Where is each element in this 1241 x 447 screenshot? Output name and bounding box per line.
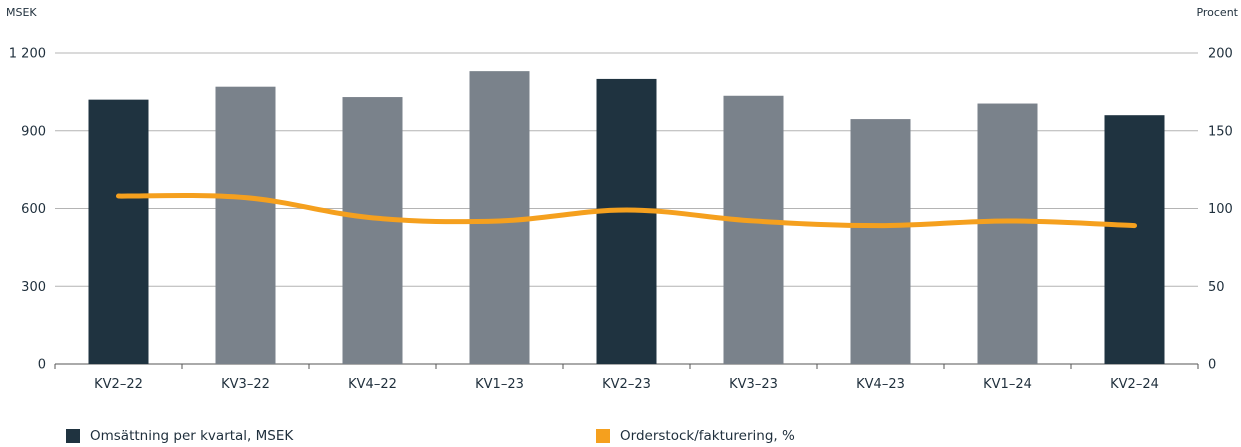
x-axis	[54, 364, 1199, 369]
right-axis-unit: Procent	[1196, 6, 1238, 19]
left-axis-unit: MSEK	[6, 6, 37, 19]
legend-item-revenue: Omsättning per kvartal, MSEK	[66, 428, 293, 444]
line-series	[116, 192, 1137, 229]
left-tick-label: 0	[38, 358, 46, 373]
tick-labels: 0 300 600 900 1 200 0 50 100 150 200 KV2–22 KV3–22 K…	[9, 47, 1233, 393]
bar	[723, 95, 784, 364]
left-tick-label: 900	[21, 124, 46, 139]
bar	[596, 78, 657, 365]
bar-series	[88, 71, 1165, 365]
legend-label-revenue: Omsättning per kvartal, MSEK	[90, 428, 294, 444]
bar	[850, 119, 911, 365]
right-tick-label: 100	[1208, 202, 1233, 217]
x-tick-label: KV2–23	[602, 377, 651, 392]
orderstock-line	[116, 192, 1137, 229]
x-tick-label: KV3–22	[221, 377, 270, 392]
x-tick-label: KV1–24	[983, 377, 1032, 392]
right-tick-label: 150	[1208, 124, 1233, 139]
x-tick-label: KV2–24	[1110, 377, 1159, 392]
x-tick-label: KV4–22	[348, 377, 397, 392]
right-tick-label: 50	[1208, 280, 1225, 295]
bar	[1104, 115, 1165, 364]
legend-swatch-orderstock	[596, 429, 610, 443]
right-tick-label: 0	[1208, 358, 1216, 373]
x-tick-label: KV1–23	[475, 377, 524, 392]
x-tick-label: KV4–23	[856, 377, 905, 392]
legend-item-orderstock: Orderstock/fakturering, %	[596, 428, 795, 444]
left-tick-label: 300	[21, 280, 46, 295]
x-tick-label: KV2–22	[94, 377, 143, 392]
bar	[215, 86, 276, 365]
x-tick-label: KV3–23	[729, 377, 778, 392]
left-tick-label: 600	[21, 202, 46, 217]
bar	[342, 97, 403, 364]
bar	[88, 99, 149, 365]
legend-label-orderstock: Orderstock/fakturering, %	[620, 428, 795, 444]
legend: Omsättning per kvartal, MSEK Orderstock/…	[66, 428, 1236, 447]
legend-swatch-revenue	[66, 429, 80, 443]
left-tick-label: 1 200	[9, 47, 46, 62]
bar	[977, 103, 1038, 364]
right-tick-label: 200	[1208, 47, 1233, 62]
